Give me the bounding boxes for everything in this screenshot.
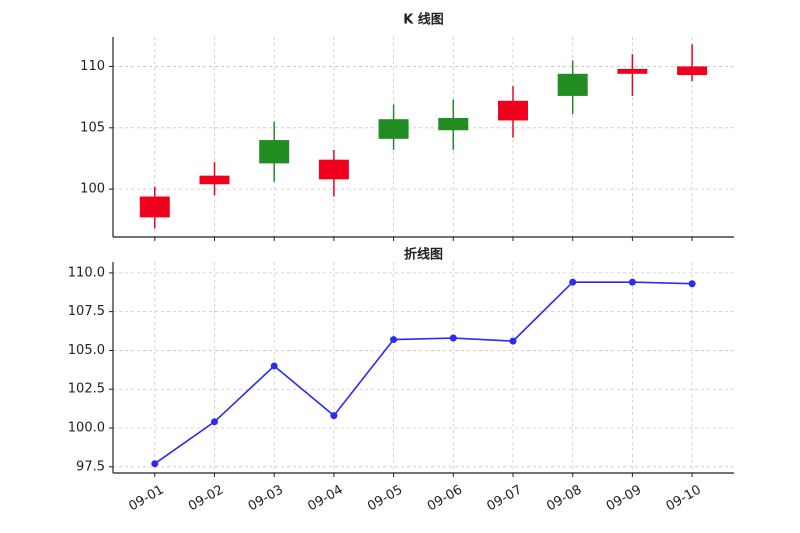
x-tick-label: 09-05 (365, 483, 405, 515)
point (509, 337, 517, 345)
point (210, 418, 218, 426)
x-tick-label: 09-04 (305, 483, 345, 515)
point (569, 278, 577, 286)
x-tick-label: 09-02 (186, 483, 226, 515)
y-tick-label: 110 (80, 59, 105, 74)
chart-title: K 线图 (403, 12, 444, 28)
y-tick-label: 100.0 (68, 421, 105, 436)
y-tick-label: 107.5 (68, 304, 105, 319)
x-tick-label: 09-08 (544, 483, 584, 515)
x-tick-label: 09-09 (604, 483, 644, 515)
y-tick-label: 97.5 (76, 459, 105, 474)
y-tick-label: 110.0 (68, 265, 105, 280)
x-tick-label: 09-10 (664, 483, 704, 515)
x-tick-label: 09-06 (425, 483, 465, 515)
candle-body (438, 117, 469, 131)
y-tick-label: 105.0 (68, 343, 105, 358)
point (390, 336, 398, 344)
point (151, 460, 159, 468)
x-tick-label: 09-03 (246, 483, 286, 515)
candle-body (378, 119, 409, 139)
chart-title: 折线图 (404, 247, 443, 263)
candle-body (259, 140, 290, 164)
x-tick-label: 09-01 (126, 483, 166, 515)
candle-body (139, 196, 170, 218)
candle-body (617, 68, 648, 74)
candle-body (557, 73, 588, 96)
y-tick-label: 102.5 (68, 382, 105, 397)
candle-body (677, 66, 708, 76)
y-tick-label: 105 (80, 120, 105, 135)
line (154, 281, 693, 465)
candle-body (497, 100, 528, 121)
candle-body (318, 159, 349, 180)
point (330, 412, 338, 420)
y-tick-label: 100 (80, 182, 105, 197)
candle-body (199, 175, 230, 185)
point (449, 334, 457, 342)
point (270, 362, 278, 370)
x-tick-label: 09-07 (485, 483, 525, 515)
point (688, 280, 696, 288)
point (628, 278, 636, 286)
